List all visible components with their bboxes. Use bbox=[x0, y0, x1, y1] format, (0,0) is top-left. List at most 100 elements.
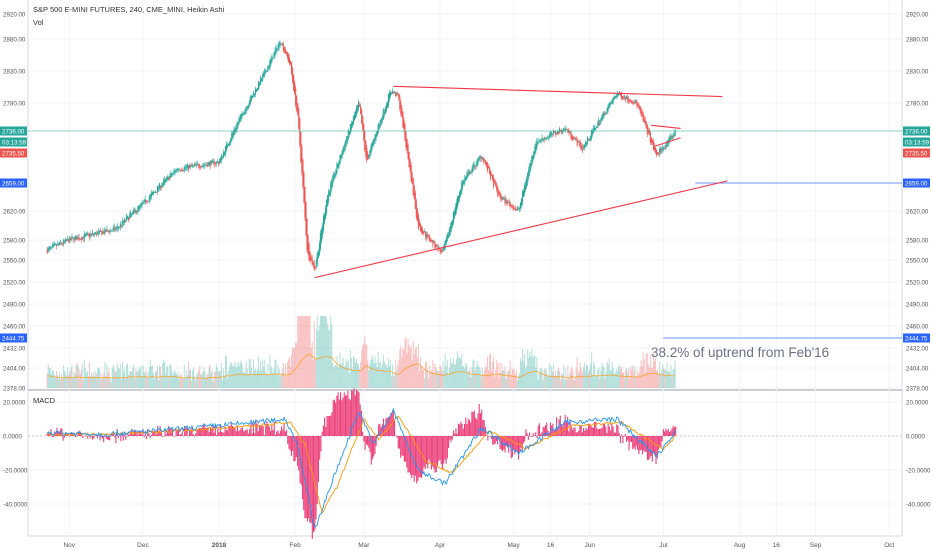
volume-bar bbox=[544, 368, 546, 388]
right-price-tick-12: 2378.00 bbox=[906, 386, 929, 393]
candle-body bbox=[434, 241, 436, 248]
candle-body bbox=[391, 92, 393, 95]
macd-histogram-bar bbox=[441, 436, 443, 470]
candle-body bbox=[107, 230, 109, 232]
volume-bar bbox=[602, 365, 604, 388]
volume-bar bbox=[376, 367, 378, 388]
volume-bar bbox=[566, 379, 568, 388]
volume-bar bbox=[649, 355, 651, 388]
volume-bar bbox=[308, 316, 310, 388]
macd-histogram-bar bbox=[308, 436, 310, 519]
macd-histogram-bar bbox=[462, 428, 464, 436]
candle-body bbox=[303, 173, 305, 202]
volume-bar bbox=[651, 367, 653, 388]
volume-bar bbox=[387, 358, 389, 388]
trendline-3[interactable] bbox=[655, 137, 681, 147]
candle-body bbox=[212, 160, 214, 162]
volume-bar bbox=[259, 369, 261, 388]
macd-histogram-bar bbox=[249, 429, 251, 436]
volume-bar bbox=[383, 361, 385, 388]
volume-bar bbox=[229, 366, 231, 388]
macd-histogram-bar bbox=[466, 424, 468, 436]
candle-body bbox=[193, 165, 195, 166]
candle-body bbox=[370, 146, 372, 153]
candle-body bbox=[77, 237, 79, 239]
candle-body bbox=[331, 179, 333, 189]
candle-body bbox=[455, 202, 458, 211]
candle-body bbox=[666, 141, 668, 147]
volume-bar bbox=[586, 365, 588, 388]
candle-body bbox=[591, 130, 593, 138]
volume-bar bbox=[610, 370, 612, 388]
macd-histogram-bar bbox=[580, 425, 582, 436]
candle-body bbox=[322, 216, 325, 231]
candle-body bbox=[213, 161, 215, 166]
candle-body bbox=[98, 231, 100, 234]
trendline-2[interactable] bbox=[651, 124, 681, 130]
candle-body bbox=[484, 160, 486, 164]
candle-body bbox=[177, 169, 179, 171]
macd-histogram-bar bbox=[265, 424, 267, 436]
macd-histogram-bar bbox=[152, 430, 154, 436]
candle-body bbox=[218, 161, 220, 164]
macd-histogram-bar bbox=[293, 436, 295, 462]
volume-bar bbox=[168, 376, 170, 388]
volume-bar bbox=[628, 368, 630, 388]
volume-bar bbox=[201, 374, 203, 388]
volume-bar bbox=[325, 316, 327, 388]
volume-bar bbox=[496, 359, 498, 388]
candle-body bbox=[517, 208, 519, 210]
macd-histogram-bar bbox=[473, 410, 475, 436]
macd-histogram-bar bbox=[656, 436, 658, 459]
candle-body bbox=[510, 204, 512, 206]
candle-body bbox=[240, 113, 242, 120]
volume-bar bbox=[671, 377, 673, 388]
volume-bar bbox=[131, 371, 133, 388]
left-price-tick-7: 2520.00 bbox=[3, 280, 26, 287]
right-price-tick-10: 2432.00 bbox=[906, 346, 929, 353]
volume-bar bbox=[578, 370, 580, 388]
macd-histogram-bar bbox=[331, 412, 333, 436]
volume-bar bbox=[535, 367, 537, 388]
candle-body bbox=[630, 100, 632, 103]
trendlines[interactable] bbox=[314, 85, 728, 279]
candle-body bbox=[132, 211, 134, 215]
macd-histogram-bar bbox=[127, 433, 129, 436]
candle-body bbox=[453, 211, 456, 218]
candle-body bbox=[441, 251, 443, 253]
volume-bar bbox=[195, 380, 197, 388]
candle-body bbox=[373, 138, 375, 144]
volume-bar bbox=[466, 364, 468, 388]
volume-bar bbox=[198, 369, 200, 388]
trendline-0[interactable] bbox=[393, 85, 723, 98]
macd-histogram-bar bbox=[436, 436, 439, 467]
macd-histogram-bar bbox=[241, 427, 243, 436]
candle-body bbox=[104, 228, 106, 234]
macd-histogram-bar bbox=[326, 415, 328, 436]
macd-histogram-bar bbox=[409, 436, 412, 475]
candle-body bbox=[653, 145, 656, 150]
volume-bar bbox=[277, 364, 279, 388]
volume-bar bbox=[305, 316, 307, 388]
annotation-text[interactable]: 38.2% of uptrend from Feb'16 bbox=[651, 345, 829, 360]
macd-histogram-bar bbox=[174, 436, 176, 437]
macd-histogram-bar bbox=[457, 423, 459, 436]
candle-body bbox=[259, 84, 261, 86]
trendline-1[interactable] bbox=[314, 180, 728, 279]
candle-body bbox=[496, 184, 498, 191]
macd-histogram-bar bbox=[589, 423, 591, 436]
volume-bar bbox=[617, 366, 619, 388]
volume-bar bbox=[622, 372, 624, 388]
volume-bar bbox=[588, 372, 590, 388]
candle-body bbox=[63, 240, 65, 244]
volume-bar bbox=[546, 374, 548, 388]
macd-histogram-bar bbox=[448, 436, 450, 448]
volume-bar bbox=[560, 379, 562, 388]
volume-bar bbox=[650, 367, 652, 388]
candle-body bbox=[252, 92, 254, 98]
candle-body bbox=[273, 52, 275, 59]
candle-body bbox=[388, 92, 391, 100]
candle-body bbox=[463, 181, 465, 185]
